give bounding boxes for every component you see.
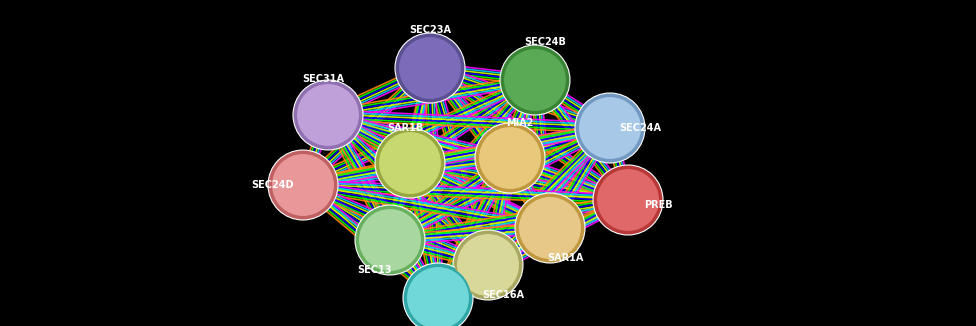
Circle shape xyxy=(375,128,445,198)
Circle shape xyxy=(453,230,523,300)
Circle shape xyxy=(456,233,520,297)
Circle shape xyxy=(515,193,585,263)
Circle shape xyxy=(271,153,335,217)
Circle shape xyxy=(293,80,363,150)
Circle shape xyxy=(503,48,567,112)
Circle shape xyxy=(475,123,545,193)
Text: SEC13: SEC13 xyxy=(358,265,392,275)
Text: SEC16A: SEC16A xyxy=(482,290,524,300)
Circle shape xyxy=(398,36,462,100)
Circle shape xyxy=(355,205,425,275)
Text: SEC23A: SEC23A xyxy=(409,25,451,35)
Circle shape xyxy=(500,45,570,115)
Text: SAR1A: SAR1A xyxy=(547,253,584,263)
Text: SEC24D: SEC24D xyxy=(252,180,294,190)
Circle shape xyxy=(578,96,642,160)
Circle shape xyxy=(268,150,338,220)
Circle shape xyxy=(403,263,473,326)
Circle shape xyxy=(395,33,465,103)
Text: SEC31A: SEC31A xyxy=(302,74,344,84)
Circle shape xyxy=(593,165,663,235)
Text: PREB: PREB xyxy=(644,200,672,210)
Text: SEC24B: SEC24B xyxy=(524,37,566,47)
Circle shape xyxy=(518,196,582,260)
Circle shape xyxy=(406,266,470,326)
Circle shape xyxy=(478,126,542,190)
Circle shape xyxy=(575,93,645,163)
Text: MIA2: MIA2 xyxy=(507,118,534,128)
Circle shape xyxy=(378,131,442,195)
Circle shape xyxy=(596,168,660,232)
Circle shape xyxy=(296,83,360,147)
Text: SEC24A: SEC24A xyxy=(619,123,661,133)
Circle shape xyxy=(358,208,422,272)
Text: SAR1B: SAR1B xyxy=(386,123,424,133)
